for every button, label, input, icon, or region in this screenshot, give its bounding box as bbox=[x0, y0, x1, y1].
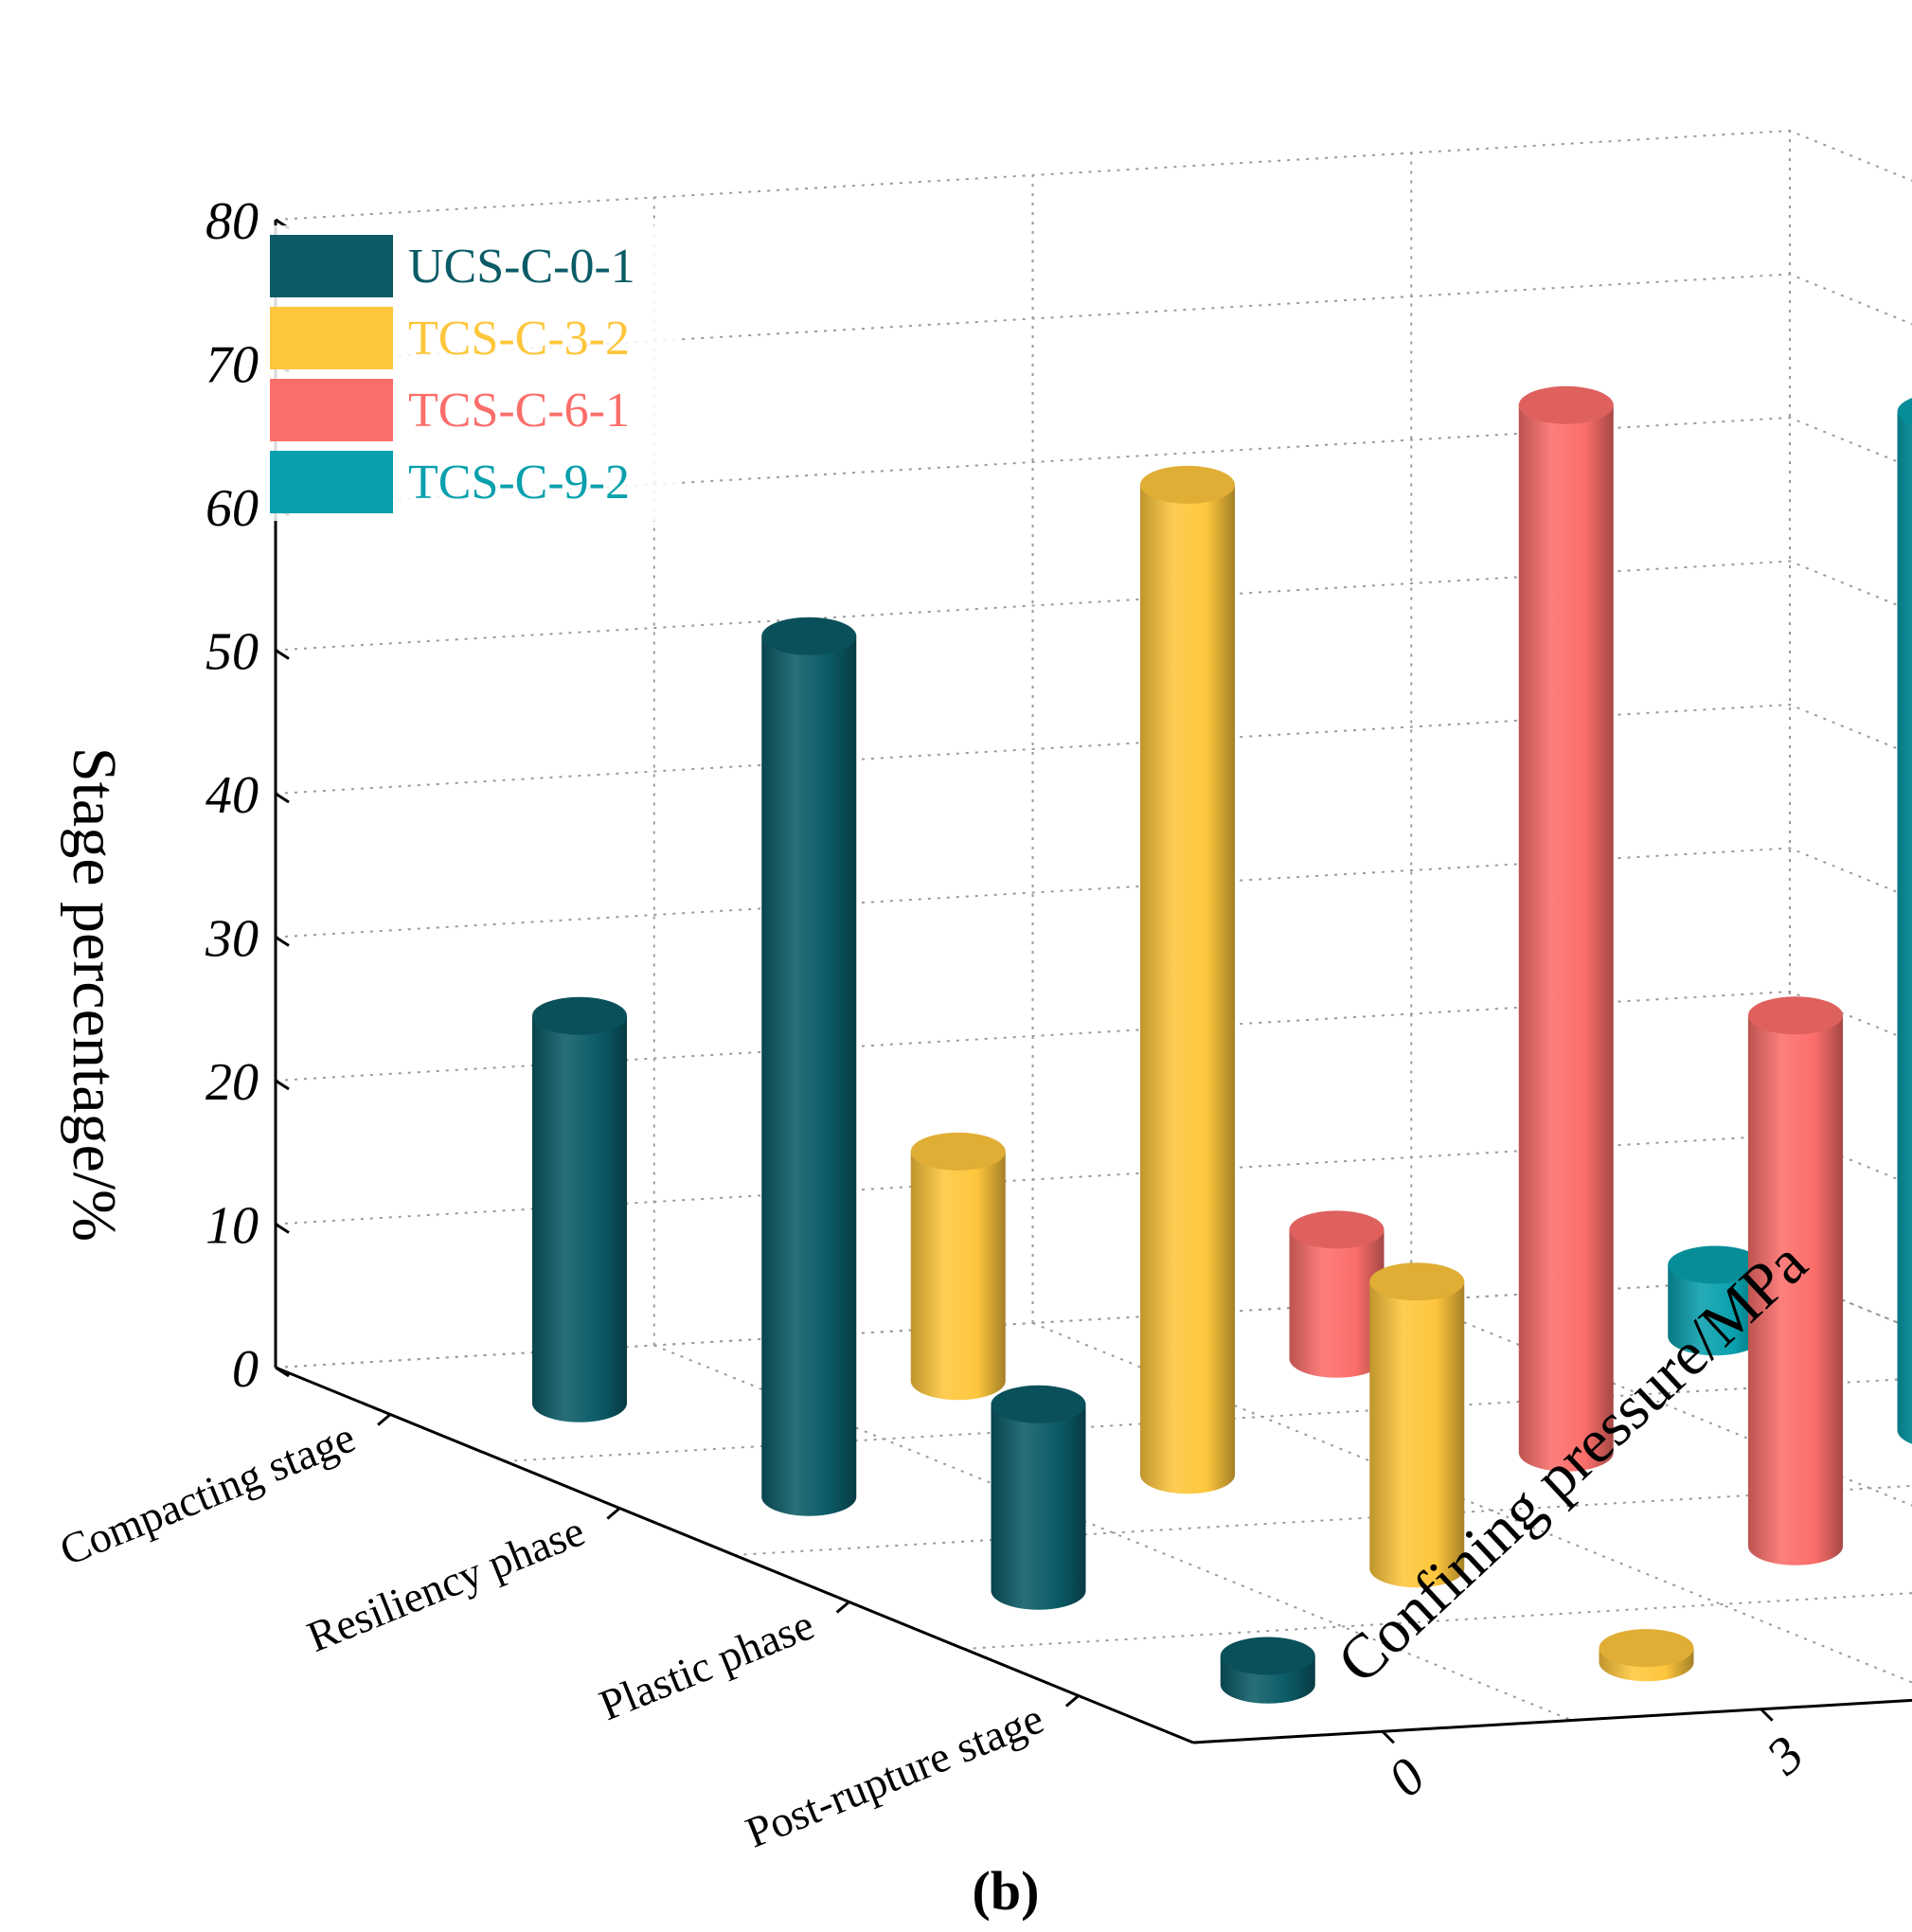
z-axis-title: Stage percentage/% bbox=[60, 747, 129, 1242]
bar-body bbox=[1140, 484, 1235, 1494]
bar-UCS-C-0-1-Resiliency phase bbox=[761, 617, 857, 1516]
bar-UCS-C-0-1-Plastic phase bbox=[991, 1385, 1086, 1610]
category-tick-mark bbox=[606, 1507, 621, 1520]
bar-body bbox=[1897, 411, 1912, 1444]
bar-top bbox=[1369, 1262, 1465, 1301]
legend-swatch bbox=[270, 451, 393, 513]
axis-line bbox=[275, 1366, 1194, 1744]
z-gridline bbox=[275, 703, 1912, 795]
bar-UCS-C-0-1-Compacting stage bbox=[532, 996, 627, 1422]
bar-top bbox=[910, 1132, 1006, 1171]
category-tick-mark bbox=[1064, 1694, 1080, 1708]
bar-top bbox=[1897, 398, 1912, 426]
bar-top bbox=[761, 617, 857, 655]
bar-body bbox=[1748, 1015, 1843, 1565]
bar-top bbox=[1140, 465, 1235, 504]
z-tick-label: 70 bbox=[205, 336, 259, 395]
legend: UCS-C-0-1 TCS-C-3-2 TCS-C-6-1 TCS-C-9-2 bbox=[262, 225, 679, 521]
z-tick-label: 60 bbox=[205, 479, 259, 538]
category-label: Compacting stage bbox=[53, 1412, 362, 1574]
category-label: Post-rupture stage bbox=[739, 1693, 1049, 1856]
bar-TCS-C-6-1-Plastic phase bbox=[1748, 996, 1843, 1565]
legend-swatch bbox=[270, 379, 393, 441]
bar-body bbox=[1289, 1229, 1385, 1378]
bar-TCS-C-3-2-Compacting stage bbox=[910, 1132, 1006, 1401]
legend-label: TCS-C-6-1 bbox=[408, 384, 630, 438]
category-label: Resiliency phase bbox=[300, 1506, 591, 1661]
z-tick-mark bbox=[275, 1223, 290, 1234]
bar-body bbox=[1518, 404, 1614, 1472]
z-tick-label: 30 bbox=[205, 910, 259, 969]
floor-gridline bbox=[1032, 1322, 1912, 1684]
z-tick-mark bbox=[275, 649, 290, 660]
legend-label: TCS-C-3-2 bbox=[408, 312, 630, 366]
bar-top bbox=[1220, 1637, 1315, 1675]
axis-line bbox=[1192, 1698, 1912, 1744]
bar-top bbox=[1518, 385, 1614, 424]
z-tick-mark bbox=[275, 936, 290, 947]
legend-swatch bbox=[270, 307, 393, 369]
bar-TCS-C-3-2-Resiliency phase bbox=[1140, 465, 1235, 1494]
bar-body bbox=[532, 1015, 627, 1422]
bar-TCS-C-9-2-Resiliency phase bbox=[1897, 398, 1912, 1444]
z-tick-mark bbox=[275, 792, 290, 804]
z-tick-label: 50 bbox=[205, 623, 259, 682]
bar-top bbox=[1599, 1629, 1694, 1668]
bar-body bbox=[991, 1404, 1086, 1610]
floor-gridline bbox=[963, 1592, 1912, 1650]
bar-body bbox=[761, 635, 857, 1516]
z-gridline bbox=[275, 1134, 1912, 1225]
bar-top bbox=[1289, 1210, 1385, 1249]
category-tick-mark bbox=[377, 1413, 392, 1426]
pressure-tick-label: 0 bbox=[1377, 1747, 1437, 1808]
bar-TCS-C-6-1-Compacting stage bbox=[1289, 1210, 1385, 1378]
category-tick-mark bbox=[835, 1601, 850, 1614]
floor-gridline bbox=[734, 1484, 1912, 1556]
z-tick-label: 0 bbox=[232, 1340, 259, 1399]
z-gridline bbox=[275, 560, 1912, 652]
bar-top bbox=[991, 1385, 1086, 1423]
category-label: Plastic phase bbox=[593, 1600, 821, 1729]
z-gridline bbox=[275, 416, 1912, 508]
bar-TCS-C-3-2-Plastic phase bbox=[1369, 1262, 1465, 1588]
bar-top bbox=[1668, 1245, 1763, 1284]
legend-label: TCS-C-9-2 bbox=[408, 456, 630, 510]
bar-TCS-C-6-1-Resiliency phase bbox=[1518, 385, 1614, 1472]
pressure-tick-mark bbox=[1760, 1708, 1774, 1722]
z-tick-label: 80 bbox=[205, 192, 259, 251]
z-tick-mark bbox=[275, 1366, 290, 1378]
z-tick-label: 20 bbox=[205, 1053, 259, 1112]
bars-layer bbox=[532, 385, 1912, 1704]
panel-label: (b) bbox=[973, 1860, 1040, 1922]
z-gridline bbox=[275, 847, 1912, 939]
pressure-tick-mark bbox=[1381, 1730, 1395, 1744]
legend-label: UCS-C-0-1 bbox=[408, 240, 635, 294]
bar-TCS-C-9-2-Compacting stage bbox=[1668, 1245, 1763, 1356]
z-tick-mark bbox=[275, 1079, 290, 1091]
bar-UCS-C-0-1-Post-rupture stage bbox=[1220, 1637, 1315, 1704]
floor-gridline bbox=[653, 1344, 1573, 1722]
bar-top bbox=[1748, 996, 1843, 1035]
z-tick-label: 40 bbox=[205, 766, 259, 825]
bar-top bbox=[532, 996, 627, 1035]
legend-swatch bbox=[270, 235, 393, 297]
bar-body bbox=[910, 1151, 1006, 1401]
bar-body bbox=[1668, 1264, 1763, 1356]
bar-body bbox=[1369, 1281, 1465, 1588]
z-tick-label: 10 bbox=[205, 1197, 259, 1256]
z-gridline bbox=[275, 990, 1912, 1082]
pressure-tick-label: 3 bbox=[1755, 1725, 1814, 1786]
bar-TCS-C-3-2-Post-rupture stage bbox=[1599, 1629, 1694, 1682]
